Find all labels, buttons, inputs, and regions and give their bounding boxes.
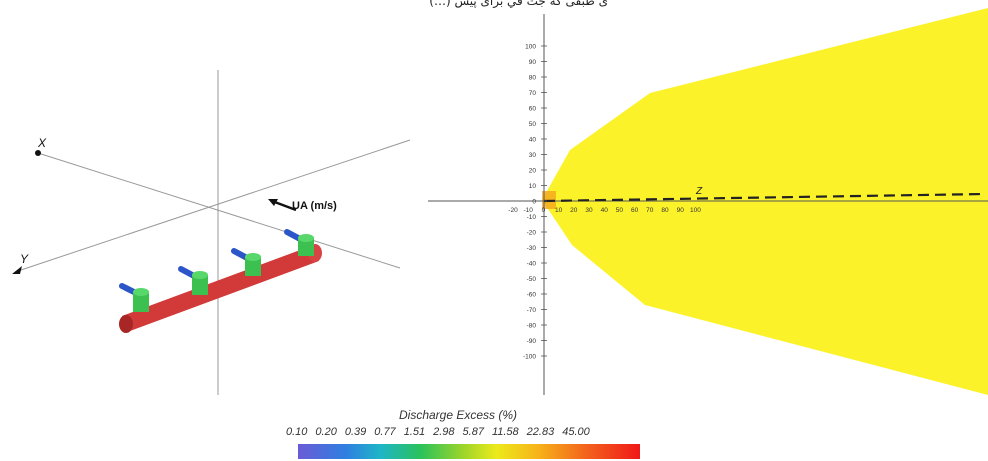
- x-tick-label: -20: [508, 207, 518, 214]
- legend-tick-label: 0.10: [286, 426, 308, 438]
- x-tick-label: 60: [631, 207, 639, 214]
- x-tick-label: 30: [585, 207, 593, 214]
- axis-x-line: [37, 152, 401, 269]
- y-tick-label: -70: [527, 307, 537, 314]
- y-tick-label: -40: [527, 261, 537, 268]
- legend-tick-label: 22.83: [526, 426, 555, 438]
- y-tick-label: 80: [529, 75, 537, 82]
- y-tick-label: -100: [523, 354, 536, 361]
- axis-y-arrow: [12, 266, 22, 274]
- legend-tick-label: 2.98: [433, 426, 455, 438]
- nozzle-3: [231, 248, 261, 276]
- x-tick-label: 70: [646, 207, 654, 214]
- y-tick-label: -50: [527, 276, 537, 283]
- x-tick-label: 100: [690, 207, 701, 214]
- legend-title: Discharge Excess (%): [398, 408, 518, 422]
- plume-centerline: [543, 192, 986, 203]
- x-tick-label: 40: [601, 207, 609, 214]
- nozzle-4: [284, 229, 314, 256]
- axis-x-origin-dot: [35, 150, 41, 156]
- flow-label: UA (m/s): [292, 200, 337, 212]
- axis-z-label: Z: [695, 186, 703, 197]
- x-tick-label: 50: [616, 207, 624, 214]
- flow-arrow-head: [268, 199, 278, 206]
- diffuser-schematic: X Y UA (m/s): [0, 0, 420, 400]
- y-tick-label: -80: [527, 323, 537, 330]
- y-tick-label: 0: [532, 199, 536, 206]
- legend-tick-label: 45.00: [562, 426, 590, 438]
- nozzle-2: [178, 266, 208, 295]
- y-tick-label: -90: [527, 338, 537, 345]
- axis-y-label: Y: [20, 252, 29, 266]
- y-tick-label: 70: [529, 90, 537, 97]
- y-tick-label: 90: [529, 59, 537, 66]
- legend-tick-label: 0.77: [374, 426, 396, 438]
- axis-y-line: [14, 139, 411, 273]
- y-tick-label: 10: [529, 183, 537, 190]
- diffuser-pipe: [119, 244, 322, 333]
- page-caption: ى طبقى كه جت في براى پيش (…): [429, 0, 608, 8]
- y-tick-label: -60: [527, 292, 537, 299]
- y-tick-label: -20: [527, 230, 537, 237]
- x-tick-group: -20 -10 0 10 20 30 40 50 60 70 80 90 100: [508, 207, 701, 214]
- y-tick-label: 50: [529, 121, 537, 128]
- legend-tick-labels: 0.10 0.20 0.39 0.77 1.51 2.98 5.87 11.58 22.83 45…: [286, 426, 598, 438]
- x-tick-label: 20: [570, 207, 578, 214]
- y-tick-label: 100: [525, 44, 536, 51]
- y-tick-label: -30: [527, 245, 537, 252]
- x-tick-label: 0: [542, 207, 546, 214]
- x-tick-label: 10: [555, 207, 563, 214]
- plume-plot: Z 100 90 80 70 60 50 40 30 20 10 0 -10 -20 -30 -40 -50-…: [420, 0, 988, 400]
- x-tick-label: 90: [677, 207, 685, 214]
- y-tick-group: 1009080706050403020100-10-20-30-40-50-60…: [523, 44, 547, 361]
- nozzle-1: [119, 283, 149, 312]
- y-tick-label: -10: [527, 214, 537, 221]
- legend-tick-label: 5.87: [462, 426, 484, 438]
- x-tick-label: -10: [523, 207, 533, 214]
- legend-tick-label: 11.58: [491, 426, 519, 438]
- legend-tick-label: 0.20: [315, 426, 337, 438]
- x-tick-label: 80: [661, 207, 669, 214]
- legend-color-bar: [298, 444, 640, 459]
- y-tick-label: 60: [529, 106, 537, 113]
- plume-svg: Z 1009080706050403020100-10-20-30-40-50-…: [428, 8, 988, 395]
- axis-x-label: X: [37, 136, 47, 150]
- y-tick-label: 40: [529, 137, 537, 144]
- y-tick-label: 20: [529, 168, 537, 175]
- y-tick-label: 30: [529, 152, 537, 159]
- color-legend: Discharge Excess (%) 0.10 0.20 0.39 0.77 1.5…: [270, 396, 646, 461]
- legend-tick-label: 1.51: [403, 426, 426, 438]
- diffuser-svg: X Y UA (m/s): [12, 70, 411, 395]
- legend-tick-label: 0.39: [344, 426, 367, 438]
